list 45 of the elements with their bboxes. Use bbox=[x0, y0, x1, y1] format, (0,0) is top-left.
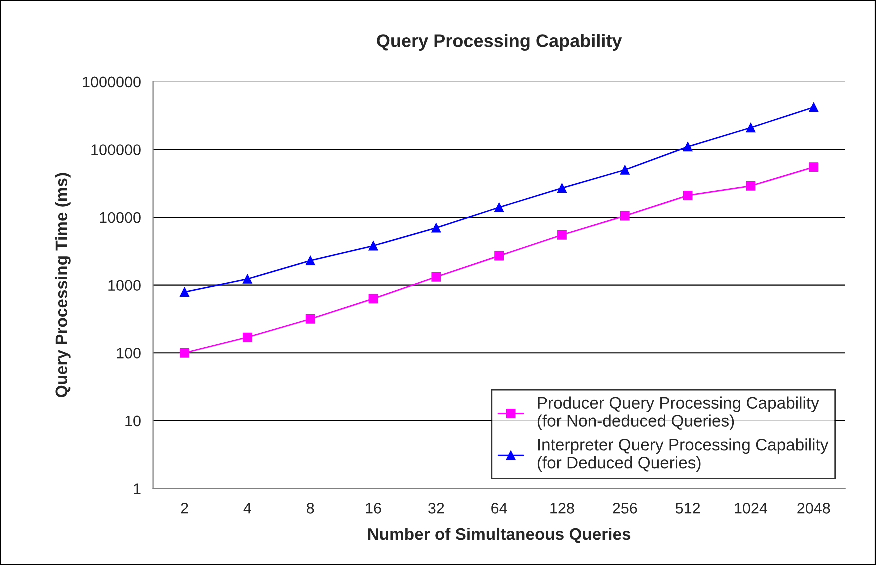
x-tick-label: 2048 bbox=[798, 503, 830, 514]
point bbox=[809, 162, 819, 172]
point bbox=[558, 230, 567, 240]
y-tick-label: 100000 bbox=[92, 144, 141, 156]
x-tick-label: 64 bbox=[492, 503, 508, 514]
y-tick-label: 10 bbox=[126, 416, 141, 427]
point bbox=[242, 274, 252, 284]
point bbox=[432, 223, 442, 233]
point bbox=[180, 348, 190, 358]
point bbox=[809, 102, 819, 112]
point bbox=[494, 202, 504, 212]
y-axis-title: Query Processing Time (ms) bbox=[55, 173, 71, 398]
y-tick-label: 10000 bbox=[100, 212, 141, 224]
point bbox=[620, 211, 630, 221]
x-tick-label: 512 bbox=[676, 503, 700, 514]
y-tick-label: 1000 bbox=[108, 280, 141, 292]
x-tick-label: 4 bbox=[244, 503, 252, 514]
x-tick-label: 1024 bbox=[735, 503, 768, 514]
y-tick-label: 1 bbox=[134, 484, 141, 494]
point bbox=[242, 332, 252, 342]
point bbox=[306, 314, 316, 324]
point bbox=[494, 251, 504, 261]
point bbox=[306, 256, 316, 266]
x-tick-label: 16 bbox=[366, 503, 382, 514]
point bbox=[368, 294, 378, 304]
point bbox=[746, 123, 756, 133]
legend-label: Interpreter Query Processing Capability (for Deduced Queries) bbox=[538, 438, 829, 472]
point bbox=[368, 241, 378, 251]
point bbox=[746, 181, 756, 191]
point bbox=[180, 288, 190, 297]
x-tick-label: 8 bbox=[307, 503, 314, 514]
point bbox=[683, 142, 693, 152]
x-tick-label: 2 bbox=[181, 503, 188, 514]
point bbox=[683, 190, 693, 200]
point bbox=[558, 184, 567, 193]
legend-label: Producer Query Processing Capability (for Non-deduced Queries) bbox=[538, 396, 820, 430]
y-tick-label: 100 bbox=[117, 348, 141, 359]
x-tick-label: 256 bbox=[613, 503, 638, 514]
point bbox=[432, 272, 442, 282]
y-tick-label: 1000000 bbox=[83, 76, 141, 88]
x-tick-label: 32 bbox=[428, 503, 444, 514]
point bbox=[620, 165, 630, 175]
x-tick-label: 128 bbox=[550, 503, 574, 514]
x-axis-title: Number of Simultaneous Queries bbox=[368, 528, 631, 544]
chart-title: Query Processing Capability bbox=[377, 34, 622, 52]
